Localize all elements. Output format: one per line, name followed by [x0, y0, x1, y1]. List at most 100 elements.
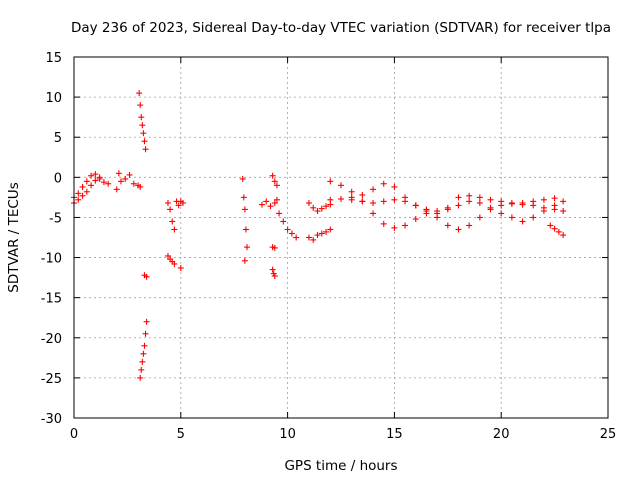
data-point [143, 273, 150, 280]
data-point [96, 175, 103, 182]
data-point [273, 182, 280, 189]
data-point [327, 226, 334, 233]
data-point [402, 222, 409, 229]
y-tick-label: 15 [45, 51, 62, 66]
y-axis-label: SDTVAR / TECUs [6, 182, 22, 292]
data-point [391, 196, 398, 203]
x-axis-label: GPS time / hours [284, 458, 397, 474]
data-point [310, 204, 317, 211]
data-point [305, 234, 312, 241]
data-point [271, 273, 278, 280]
data-point [444, 204, 451, 211]
data-point [138, 114, 145, 121]
grid [74, 57, 608, 418]
data-point [530, 214, 537, 221]
y-tick-label: -20 [41, 332, 62, 347]
data-point [244, 244, 251, 251]
data-point [466, 198, 473, 205]
data-point [318, 230, 325, 237]
data-point [402, 198, 409, 205]
data-point [380, 180, 387, 187]
data-point [323, 228, 330, 235]
x-tick-label: 25 [600, 427, 617, 442]
data-point [171, 260, 178, 267]
data-point [476, 194, 483, 201]
data-point [434, 208, 441, 215]
data-point [271, 178, 278, 185]
data-point [276, 210, 283, 217]
data-point [75, 190, 82, 197]
data-point [140, 130, 147, 137]
data-point [412, 202, 419, 209]
data-point [551, 225, 558, 232]
data-point [175, 202, 182, 209]
data-point [318, 205, 325, 212]
data-point [476, 200, 483, 207]
data-point [434, 214, 441, 221]
data-point [327, 196, 334, 203]
data-point [293, 234, 300, 241]
data-point [141, 138, 148, 145]
data-point [130, 180, 137, 187]
data-point [455, 194, 462, 201]
data-point [136, 90, 143, 97]
data-point [547, 222, 554, 229]
y-tick-label: 10 [45, 91, 62, 106]
data-point [508, 200, 515, 207]
plot-frame [73, 56, 609, 419]
x-tick-label: 0 [70, 427, 78, 442]
data-points [71, 90, 567, 381]
data-point [138, 366, 145, 373]
axis-ticks: 0 5 10 15 20 25 -30 -25 -20 -15 -10 -5 0 5 10 15 [41, 51, 617, 442]
data-point [498, 210, 505, 217]
x-tick-label: 15 [386, 427, 403, 442]
data-point [551, 206, 558, 213]
data-point [560, 198, 567, 205]
data-point [380, 220, 387, 227]
data-point [466, 192, 473, 199]
data-point [280, 218, 287, 225]
data-point [370, 186, 377, 193]
data-point [169, 218, 176, 225]
data-point [310, 236, 317, 243]
data-point [88, 182, 95, 189]
y-tick-label: -10 [41, 252, 62, 267]
x-tick-label: 10 [279, 427, 296, 442]
data-point [487, 196, 494, 203]
x-tick-label: 5 [177, 427, 185, 442]
data-point [140, 350, 147, 357]
y-tick-label: -15 [41, 292, 62, 307]
data-point [271, 200, 278, 207]
data-point [241, 257, 248, 264]
data-point [88, 172, 95, 179]
y-tick-label: 0 [54, 171, 62, 186]
data-point [142, 330, 149, 337]
data-point [142, 146, 149, 153]
data-point [359, 198, 366, 205]
data-point [551, 195, 558, 202]
data-point [241, 206, 248, 213]
data-point [348, 188, 355, 195]
x-tick-label: 20 [493, 427, 510, 442]
data-point [273, 196, 280, 203]
data-point [423, 206, 430, 213]
data-point [323, 203, 330, 210]
data-point [83, 178, 90, 185]
data-point [75, 196, 82, 203]
data-point [348, 194, 355, 201]
data-point [105, 180, 112, 187]
data-point [530, 198, 537, 205]
data-point [179, 200, 186, 207]
data-point [338, 195, 344, 202]
data-point [164, 200, 171, 207]
data-point [487, 206, 494, 213]
data-point [519, 218, 526, 225]
data-point [444, 222, 451, 229]
data-point [476, 214, 483, 221]
data-point [412, 216, 419, 223]
data-point [79, 192, 86, 199]
data-point [92, 177, 99, 184]
data-point [258, 201, 265, 208]
data-point [271, 244, 278, 251]
